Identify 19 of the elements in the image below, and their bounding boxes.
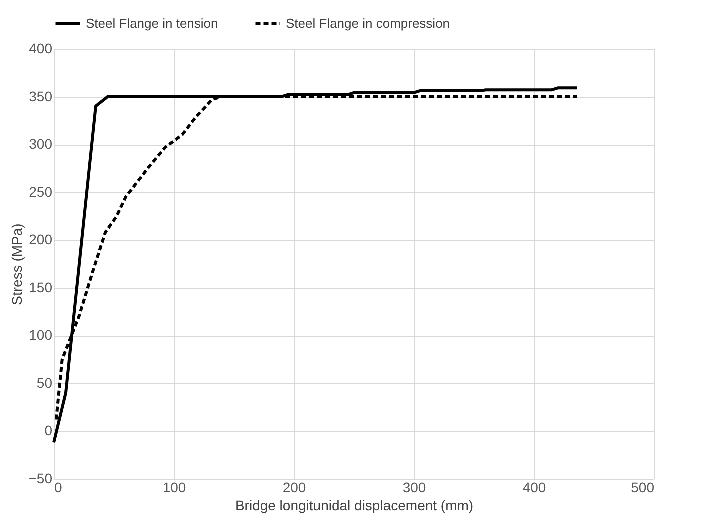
x-tick-label: 100 xyxy=(162,480,186,496)
y-tick-label: 250 xyxy=(29,184,53,200)
y-tick-label: 100 xyxy=(29,327,53,344)
y-tick-label: 350 xyxy=(29,88,53,104)
y-tick-label: 150 xyxy=(29,279,53,296)
y-tick-label: 200 xyxy=(29,232,53,248)
legend-label: Steel Flange in compression xyxy=(286,16,450,31)
x-axis-title: Bridge longitunidal displacement (mm) xyxy=(235,498,474,514)
x-tick-label: 200 xyxy=(282,480,306,496)
x-tick-label: 400 xyxy=(522,480,546,496)
y-tick-label: 400 xyxy=(29,40,53,56)
x-tick-label: 300 xyxy=(402,480,426,496)
legend-label: Steel Flange in tension xyxy=(86,16,218,31)
y-tick-label: 300 xyxy=(29,136,53,152)
y-axis-title: Stress (MPa) xyxy=(8,224,25,306)
y-tick-label: 50 xyxy=(36,374,53,391)
y-tick-label: 0 xyxy=(44,422,53,439)
x-tick-label: 500 xyxy=(631,480,655,496)
y-tick-label: −50 xyxy=(28,470,53,486)
